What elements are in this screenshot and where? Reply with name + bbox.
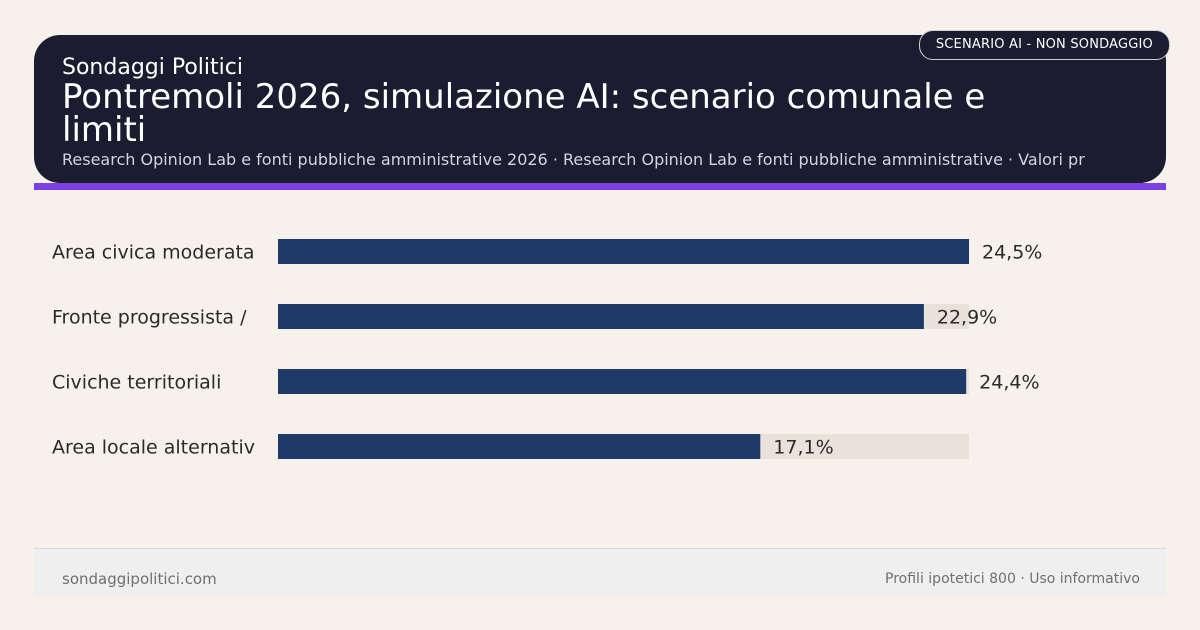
- footer-site: sondaggipolitici.com: [62, 570, 217, 588]
- category-label: Fronte progressista /: [52, 307, 247, 329]
- bar: [278, 434, 761, 459]
- category-label: Area locale alternativ: [52, 437, 255, 459]
- bar: [278, 369, 967, 394]
- footer-note: Profili ipotetici 800 · Uso informativo: [885, 571, 1140, 587]
- header-accent-bar: [34, 183, 1166, 190]
- value-label: 17,1%: [773, 437, 833, 459]
- footer: sondaggipolitici.com Profili ipotetici 8…: [34, 548, 1166, 597]
- category-label: Civiche territoriali: [52, 372, 221, 394]
- value-label: 24,4%: [979, 372, 1039, 394]
- page-title: Pontremoli 2026, simulazione AI: scenari…: [62, 77, 986, 150]
- category-label: Area civica moderata: [52, 242, 255, 264]
- value-label: 24,5%: [982, 242, 1042, 264]
- scenario-badge: SCENARIO AI - NON SONDAGGIO: [918, 30, 1170, 60]
- bar: [278, 239, 969, 264]
- brand-name: Sondaggi Politici: [62, 55, 243, 80]
- bar: [278, 304, 924, 329]
- value-label: 22,9%: [937, 307, 997, 329]
- source-subtitle: Research Opinion Lab e fonti pubbliche a…: [62, 150, 1085, 169]
